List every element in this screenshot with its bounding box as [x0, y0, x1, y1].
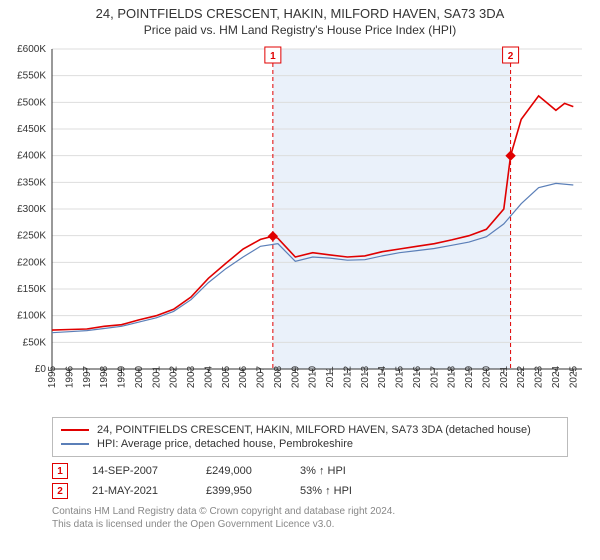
transaction-row: 1 14-SEP-2007 £249,000 3% ↑ HPI	[52, 463, 568, 479]
transaction-price: £399,950	[206, 485, 276, 497]
svg-text:2: 2	[508, 51, 514, 62]
legend-label: HPI: Average price, detached house, Pemb…	[97, 438, 353, 450]
transaction-marker: 2	[52, 483, 68, 499]
svg-text:£150K: £150K	[17, 284, 46, 295]
price-chart: £0 £50K £100K £150K £200K £250K £300K £350K £400…	[0, 39, 600, 409]
svg-text:£300K: £300K	[17, 204, 46, 215]
svg-text:£0: £0	[35, 364, 47, 375]
svg-text:1: 1	[270, 51, 276, 62]
chart-svg: £0 £50K £100K £150K £200K £250K £300K £350K £400…	[0, 39, 600, 409]
footer-line1: Contains HM Land Registry data © Crown c…	[52, 505, 568, 518]
legend-row: HPI: Average price, detached house, Pemb…	[61, 438, 559, 450]
svg-text:£400K: £400K	[17, 151, 46, 162]
svg-text:£100K: £100K	[17, 311, 46, 322]
transaction-pct: 3% ↑ HPI	[300, 465, 390, 477]
legend-label: 24, POINTFIELDS CRESCENT, HAKIN, MILFORD…	[97, 424, 531, 436]
transaction-marker: 1	[52, 463, 68, 479]
legend-swatch	[61, 429, 89, 431]
transaction-row: 2 21-MAY-2021 £399,950 53% ↑ HPI	[52, 483, 568, 499]
legend: 24, POINTFIELDS CRESCENT, HAKIN, MILFORD…	[52, 417, 568, 457]
transaction-pct: 53% ↑ HPI	[300, 485, 390, 497]
footer-attribution: Contains HM Land Registry data © Crown c…	[52, 505, 568, 531]
svg-text:£50K: £50K	[23, 337, 47, 348]
chart-title-block: 24, POINTFIELDS CRESCENT, HAKIN, MILFORD…	[0, 0, 600, 39]
transaction-date: 14-SEP-2007	[92, 465, 182, 477]
transaction-price: £249,000	[206, 465, 276, 477]
legend-row: 24, POINTFIELDS CRESCENT, HAKIN, MILFORD…	[61, 424, 559, 436]
chart-title-line2: Price paid vs. HM Land Registry's House …	[0, 23, 600, 37]
svg-text:£550K: £550K	[17, 71, 46, 82]
transaction-date: 21-MAY-2021	[92, 485, 182, 497]
chart-title-line1: 24, POINTFIELDS CRESCENT, HAKIN, MILFORD…	[0, 6, 600, 21]
svg-text:£500K: £500K	[17, 97, 46, 108]
svg-text:£450K: £450K	[17, 124, 46, 135]
svg-text:£600K: £600K	[17, 44, 46, 55]
svg-text:£250K: £250K	[17, 231, 46, 242]
svg-text:£200K: £200K	[17, 257, 46, 268]
footer-line2: This data is licensed under the Open Gov…	[52, 518, 568, 531]
transaction-table: 1 14-SEP-2007 £249,000 3% ↑ HPI 2 21-MAY-2021…	[52, 463, 568, 499]
legend-swatch	[61, 443, 89, 445]
svg-text:£350K: £350K	[17, 177, 46, 188]
